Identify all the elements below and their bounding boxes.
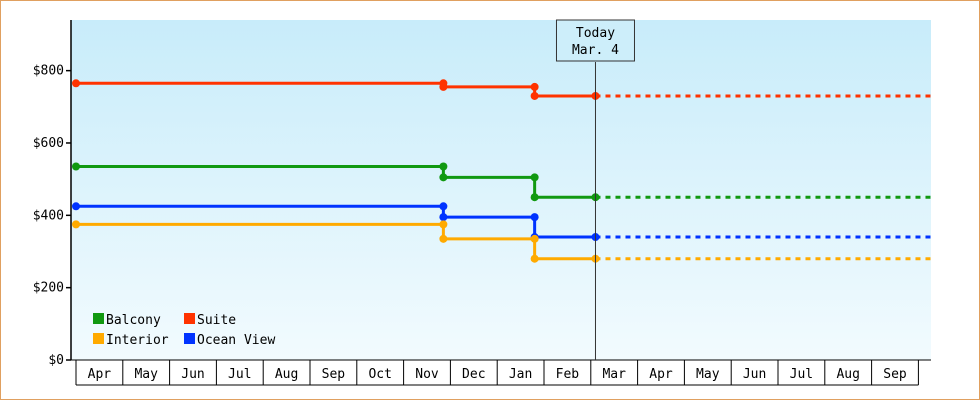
x-tick-label: Sep bbox=[883, 367, 907, 382]
x-tick-label: Nov bbox=[415, 367, 439, 382]
x-tick-label: Jun bbox=[181, 367, 204, 382]
y-tick-label: $200 bbox=[33, 281, 64, 296]
data-point bbox=[439, 173, 448, 182]
legend-swatch bbox=[93, 333, 104, 344]
x-tick-label: May bbox=[134, 367, 158, 382]
data-point bbox=[530, 234, 539, 243]
x-tick-label: Dec bbox=[462, 367, 485, 382]
x-tick-label: Apr bbox=[88, 367, 112, 382]
data-point bbox=[439, 162, 448, 171]
y-tick-label: $0 bbox=[48, 353, 64, 368]
x-tick-label: Mar bbox=[602, 367, 626, 382]
legend-label: Balcony bbox=[106, 313, 161, 328]
series-line bbox=[76, 204, 596, 239]
x-tick-label: Oct bbox=[368, 367, 391, 382]
x-tick-label: Aug bbox=[275, 367, 298, 382]
x-tick-label: Aug bbox=[836, 367, 859, 382]
data-point bbox=[530, 91, 539, 100]
legend-swatch bbox=[184, 313, 195, 324]
y-tick-label: $400 bbox=[33, 208, 64, 223]
x-tick-label: Apr bbox=[649, 367, 673, 382]
legend-swatch bbox=[184, 333, 195, 344]
data-point bbox=[530, 193, 539, 202]
x-tick-label: Sep bbox=[322, 367, 346, 382]
x-tick-label: Jul bbox=[228, 367, 251, 382]
data-point bbox=[530, 173, 539, 182]
today-label-box bbox=[555, 19, 635, 62]
x-tick-label: Jan bbox=[509, 367, 532, 382]
data-point bbox=[72, 162, 80, 171]
today-date: Mar. 4 bbox=[572, 43, 619, 58]
data-point bbox=[439, 202, 448, 211]
data-point bbox=[439, 82, 448, 91]
data-point bbox=[72, 79, 80, 88]
x-tick-label: Jul bbox=[790, 367, 813, 382]
data-point bbox=[439, 213, 448, 222]
today-title: Today bbox=[576, 26, 615, 41]
legend-swatch bbox=[93, 313, 104, 324]
legend-label: Interior bbox=[106, 333, 169, 348]
data-point bbox=[72, 202, 80, 211]
series-line bbox=[76, 222, 596, 261]
y-tick-label: $600 bbox=[33, 136, 64, 151]
data-point bbox=[72, 220, 80, 229]
data-point bbox=[439, 220, 448, 229]
x-tick-label: Feb bbox=[556, 367, 580, 382]
legend-label: Ocean View bbox=[197, 333, 275, 348]
data-point bbox=[530, 254, 539, 263]
plot-area bbox=[71, 20, 931, 360]
x-tick-label: May bbox=[696, 367, 720, 382]
data-point bbox=[530, 82, 539, 91]
legend-label: Suite bbox=[197, 313, 236, 328]
y-tick-label: $800 bbox=[33, 64, 64, 79]
data-point bbox=[530, 213, 539, 222]
data-point bbox=[439, 234, 448, 243]
x-tick-label: Jun bbox=[743, 367, 766, 382]
series-line bbox=[76, 164, 596, 199]
series-line bbox=[76, 81, 596, 98]
